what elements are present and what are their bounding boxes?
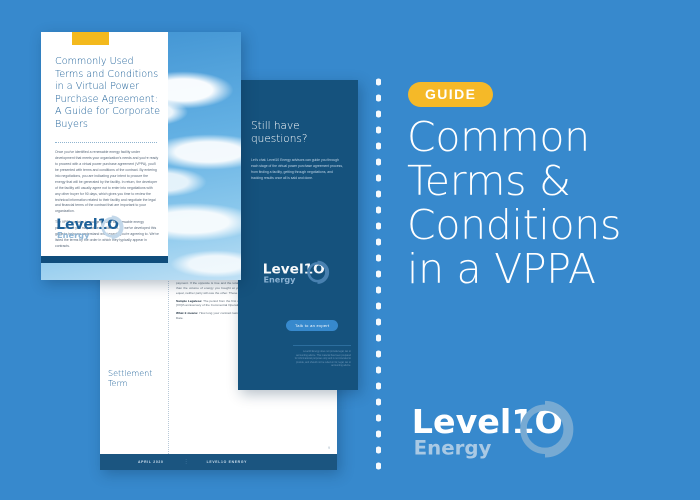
cover-accent-block <box>72 32 109 45</box>
cover-paragraph-0: Once you've identified a renewable energ… <box>55 150 159 214</box>
promo-panel: GUIDE Common Terms & Conditions in a VPPA L… <box>400 0 700 500</box>
promo-title-line-1: Terms & <box>407 156 571 205</box>
level10-energy-logo: Level1O Energy <box>412 400 574 459</box>
footer-date: APRIL 2020 <box>138 460 164 464</box>
page-number: 9 <box>328 446 330 450</box>
dotted-vertical-divider <box>376 74 381 470</box>
cover-divider <box>55 142 157 143</box>
cover-white-panel: Commonly Used Terms and Conditions in a … <box>41 32 168 256</box>
promo-title-line-0: Common <box>407 113 590 161</box>
level10-mark-icon <box>307 260 330 284</box>
footer-divider-icon: ⋮ <box>183 459 189 465</box>
level10-mark-icon <box>101 215 124 240</box>
cover-bottom-bar <box>41 256 168 263</box>
guide-badge: GUIDE <box>408 82 494 107</box>
svg-text:Energy: Energy <box>414 436 492 459</box>
promo-title-line-3: in a VPPA <box>407 244 596 293</box>
cover-title: Commonly Used Terms and Conditions in a … <box>55 56 161 130</box>
level10-mark-icon <box>520 400 574 458</box>
level10-energy-logo: Level1O Energy <box>263 260 330 285</box>
footer-brand: LEVEL1O ENERGY <box>206 460 248 464</box>
section-heading: Settlement Term <box>108 369 153 388</box>
block-lead: What it means: <box>176 311 200 316</box>
cover-body-text: Once you've identified a renewable energ… <box>55 150 159 255</box>
promo-title: Common Terms & Conditions in a VPPA <box>407 113 697 293</box>
interior-page-left-column: Settlement Term <box>100 205 168 470</box>
promo-title-line-2: Conditions <box>407 200 622 249</box>
document-card-cover[interactable]: Commonly Used Terms and Conditions in a … <box>41 32 241 280</box>
legal-disclaimer: Level10 Energy does not provide legal, t… <box>293 344 351 368</box>
dark-card-title: Still have questions? <box>251 120 308 145</box>
document-card-still-have-questions[interactable]: Still have questions? Let's chat. Level1… <box>238 80 358 390</box>
svg-text:Energy: Energy <box>263 275 296 285</box>
level10-energy-logo: Level1O Energy <box>56 215 124 240</box>
talk-to-expert-button[interactable]: Talk to an expert <box>286 320 339 331</box>
dark-card-body: Let's chat. Level10 Energy advisors can … <box>251 158 343 180</box>
interior-page-footer: APRIL 2020 ⋮ LEVEL1O ENERGY <box>100 454 337 470</box>
block-lead: Sample Legalese: <box>176 298 204 303</box>
svg-text:Energy: Energy <box>57 230 90 240</box>
